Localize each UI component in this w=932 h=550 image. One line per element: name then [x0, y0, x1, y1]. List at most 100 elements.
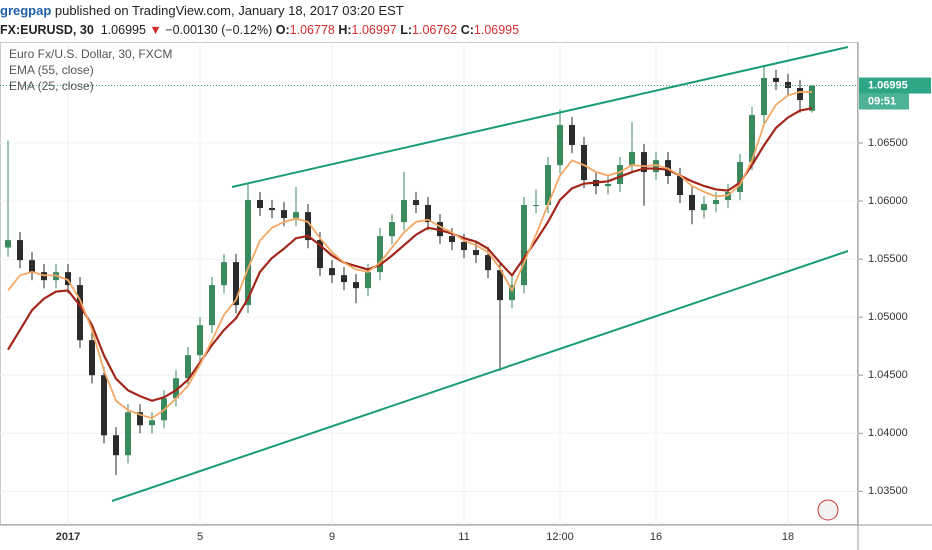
candle-body	[605, 183, 611, 187]
x-tick-label: 11	[458, 531, 469, 543]
candle-body	[269, 208, 275, 211]
candle-body	[101, 375, 107, 436]
candle-body	[317, 240, 323, 269]
publish-info: published on TradingView.com, January 18…	[51, 3, 404, 18]
candle-body	[305, 212, 311, 241]
symbol-line: FX:EURUSD, 30 1.06995 ▼ −0.00130 (−0.12%…	[0, 23, 519, 37]
change: −0.00130 (−0.12%)	[165, 23, 273, 37]
candle-body	[401, 200, 407, 223]
ohlc-value: 1.06997	[351, 23, 397, 37]
countdown-label: 09:51	[868, 95, 896, 107]
candle-body	[197, 325, 203, 356]
trend-line-lower[interactable]	[111, 250, 849, 502]
y-tick-label: 1.06000	[868, 195, 908, 207]
ohlc-label: H:	[338, 23, 352, 37]
candle-body	[257, 200, 263, 209]
x-tick-label: 18	[782, 531, 794, 543]
symbol: FX:EURUSD, 30	[0, 23, 94, 37]
candle-body	[461, 242, 467, 251]
candle-body	[137, 412, 143, 426]
candle-body	[425, 205, 431, 223]
candle-body	[377, 236, 383, 273]
candle-body	[89, 340, 95, 376]
candle-body	[797, 87, 803, 100]
last-price-box	[859, 77, 931, 94]
candle-body	[281, 210, 287, 219]
candle-body	[761, 77, 767, 116]
candle-body	[641, 152, 647, 173]
y-tick-label: 1.03500	[868, 485, 908, 497]
x-tick-label: 12:00	[546, 531, 574, 543]
candle-body	[629, 152, 635, 166]
candle-body	[677, 175, 683, 196]
candle-body	[125, 412, 131, 456]
candle-body	[581, 144, 587, 181]
candle-body	[509, 285, 515, 301]
candle-body	[149, 420, 155, 426]
candle-body	[221, 262, 227, 286]
candle-body	[713, 200, 719, 205]
candle-body	[809, 85, 815, 111]
candle-body	[341, 275, 347, 283]
indicators	[0, 85, 858, 420]
ohlc-label: L:	[400, 23, 413, 37]
y-tick-label: 1.05500	[868, 253, 908, 265]
last-price: 1.06995	[100, 23, 146, 37]
candle-body	[485, 255, 491, 271]
ema-line	[7, 91, 812, 420]
chart-title: Euro Fx/U.S. Dollar, 30, FXCM	[9, 47, 172, 61]
x-tick-label: 5	[197, 531, 203, 543]
candle-body	[29, 260, 35, 273]
candle-body	[5, 240, 11, 248]
candle-body	[329, 268, 335, 276]
candle-body	[689, 195, 695, 211]
legend-entry: EMA (55, close)	[9, 63, 94, 77]
candle-body	[65, 272, 71, 286]
ema-line	[7, 107, 813, 402]
candle-body	[473, 250, 479, 256]
candle-body	[209, 285, 215, 326]
ohlc-value: 1.06778	[289, 23, 335, 37]
trend-line-upper[interactable]	[231, 46, 849, 188]
y-tick-label: 1.04500	[868, 369, 908, 381]
candle-body	[113, 435, 119, 456]
candle-body	[785, 81, 791, 88]
ohlc-label: C:	[460, 23, 474, 37]
candle-body	[521, 205, 527, 286]
countdown-box	[859, 93, 909, 110]
publish-line: gregpap published on TradingView.com, Ja…	[0, 3, 404, 18]
candle-body	[353, 282, 359, 289]
candle-body	[293, 212, 299, 219]
legend-entry: EMA (25, close)	[9, 79, 94, 93]
candle-body	[701, 204, 707, 211]
candle-body	[173, 378, 179, 399]
x-tick-label: 16	[650, 531, 662, 543]
candle-body	[413, 200, 419, 206]
author[interactable]: gregpap	[0, 3, 52, 18]
ohlc-value: 1.06762	[412, 23, 458, 37]
x-tick-label: 9	[329, 531, 335, 543]
y-tick-label: 1.06500	[868, 137, 908, 149]
candle-body	[77, 285, 83, 341]
y-tick-label: 1.04000	[868, 427, 908, 439]
candle-body	[557, 125, 563, 166]
candle-body	[617, 165, 623, 184]
candle-body	[533, 205, 539, 207]
candle-body	[773, 77, 779, 82]
y-tick-label: 1.05000	[868, 311, 908, 323]
candle-body	[449, 236, 455, 243]
candle-body	[389, 222, 395, 237]
ohlc-value: 1.06995	[473, 23, 520, 37]
x-tick-label: 2017	[56, 531, 80, 543]
candle-body	[737, 162, 743, 193]
candle-body	[365, 272, 371, 289]
last-price-label: 1.06995	[868, 79, 908, 91]
candles	[5, 65, 815, 476]
candle-body	[17, 240, 23, 261]
logo	[817, 499, 839, 521]
change-arrow: ▼	[149, 23, 162, 37]
candle-body	[185, 355, 191, 379]
candle-body	[749, 115, 755, 163]
